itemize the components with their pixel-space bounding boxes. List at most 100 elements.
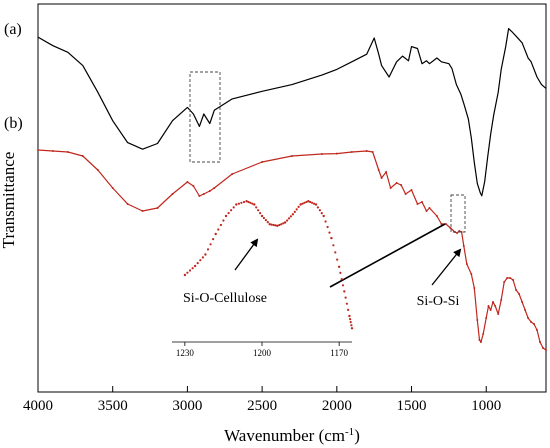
inset-point: [249, 201, 252, 204]
x-tick-label: 1500: [397, 398, 427, 414]
inset-point: [272, 223, 275, 227]
series-b-point: [231, 173, 234, 175]
series-b-point: [410, 189, 413, 191]
series-b-point: [425, 210, 428, 212]
series-b-point: [536, 329, 538, 331]
inset-point: [199, 259, 202, 262]
inset-point: [188, 269, 192, 272]
inset-point: [183, 273, 187, 277]
inset-x-tick-label: 1230: [176, 348, 195, 358]
annotation-si-o-cellulose: Si-O-Cellulose: [183, 238, 267, 306]
series-b-point: [462, 245, 465, 247]
series-b-point: [213, 187, 216, 189]
series-b-point: [509, 277, 512, 279]
series-b-point: [400, 184, 403, 186]
x-axis-ticks: 4000 3500 3000 2500 2000 1500 1000: [23, 386, 501, 414]
inset-point: [326, 225, 329, 229]
series-b-point: [171, 193, 174, 195]
inset-point: [264, 219, 267, 222]
series-b-point: [435, 215, 438, 217]
main-plot: 4000 3500 3000 2500 2000 1500 1000 (a) (b) Tra…: [0, 3, 547, 445]
y-axis-label: Transmittance: [0, 152, 18, 249]
inset-point: [278, 223, 281, 227]
inset-point: [322, 214, 325, 218]
inset-point: [303, 201, 306, 204]
series-b-label: (b): [4, 115, 23, 132]
series-b-point: [111, 187, 114, 189]
highlight-box-si-o-cellulose: [450, 194, 466, 233]
inset-point: [237, 202, 240, 205]
series-b-point: [460, 231, 463, 233]
highlight-box-ch: [189, 71, 221, 163]
series-b-point: [512, 279, 515, 281]
label-si-o-si: Si-O-Si: [417, 294, 460, 309]
series-b-point: [521, 301, 524, 303]
series-b-point: [156, 207, 159, 209]
inset-point: [260, 214, 264, 218]
inset-point: [328, 231, 331, 234]
inset-point: [219, 223, 222, 227]
inset-point: [341, 284, 345, 287]
series-b-point: [527, 317, 530, 319]
inset-point: [320, 212, 323, 215]
series-b-point: [96, 169, 99, 171]
inset-point: [305, 200, 308, 204]
inset-point: [227, 212, 230, 215]
inset-point: [222, 219, 225, 222]
annotation-si-o-si: Si-O-Si: [417, 248, 462, 309]
inset-point: [259, 212, 262, 215]
inset-point: [348, 314, 351, 318]
series-b-point: [202, 193, 205, 195]
inset-point: [345, 302, 348, 305]
inset-point: [287, 217, 291, 220]
series-b-point: [380, 177, 383, 179]
series-b-point: [492, 301, 494, 303]
series-b-point: [320, 153, 323, 155]
series-b-point: [37, 149, 39, 151]
x-tick-label: 2500: [247, 398, 277, 414]
inset-point: [266, 221, 269, 224]
series-b-point: [539, 341, 541, 343]
series-b-point: [480, 341, 482, 343]
inset-point: [204, 253, 207, 256]
inset-point: [330, 236, 333, 240]
inset-point: [274, 224, 277, 227]
inset-point: [343, 290, 346, 293]
inset-point: [295, 208, 298, 211]
series-b-point: [524, 309, 527, 311]
inset-point: [349, 321, 352, 324]
series-b-point: [261, 161, 264, 163]
inset-point: [280, 223, 283, 226]
series-b-point: [494, 305, 497, 307]
inset-point: [201, 256, 204, 259]
series-a-label: (a): [4, 21, 22, 38]
series-line-b: [37, 149, 547, 351]
inset-point: [268, 223, 271, 226]
inset-point: [262, 216, 265, 220]
x-tick-label: 4000: [23, 398, 53, 414]
inset-point: [214, 232, 217, 236]
series-b-point: [506, 277, 509, 279]
inset-point: [206, 248, 210, 251]
series-b-point: [385, 171, 388, 173]
series-b-point: [533, 323, 535, 325]
inset-point: [309, 200, 312, 204]
inset-point: [350, 327, 354, 330]
arrow-si-o-cellulose: [234, 238, 259, 271]
x-tick-label: 1000: [471, 398, 501, 414]
inset-point: [311, 201, 314, 204]
x-axis-label-main: Wavenumber (cm: [224, 426, 345, 445]
series-b-point: [186, 181, 189, 183]
series-b-point: [487, 305, 490, 307]
series-b-point: [126, 203, 129, 205]
series-b-point: [404, 193, 407, 195]
plot-frame: [37, 3, 547, 393]
inset-point: [339, 271, 342, 274]
series-b-point: [476, 319, 479, 321]
x-axis-label: Wavenumber (cm-1): [224, 426, 360, 445]
series-line-a: [37, 28, 547, 197]
series-b-point: [395, 182, 398, 184]
x-axis-label-sup: -1: [345, 426, 354, 438]
inset-point: [186, 271, 189, 274]
